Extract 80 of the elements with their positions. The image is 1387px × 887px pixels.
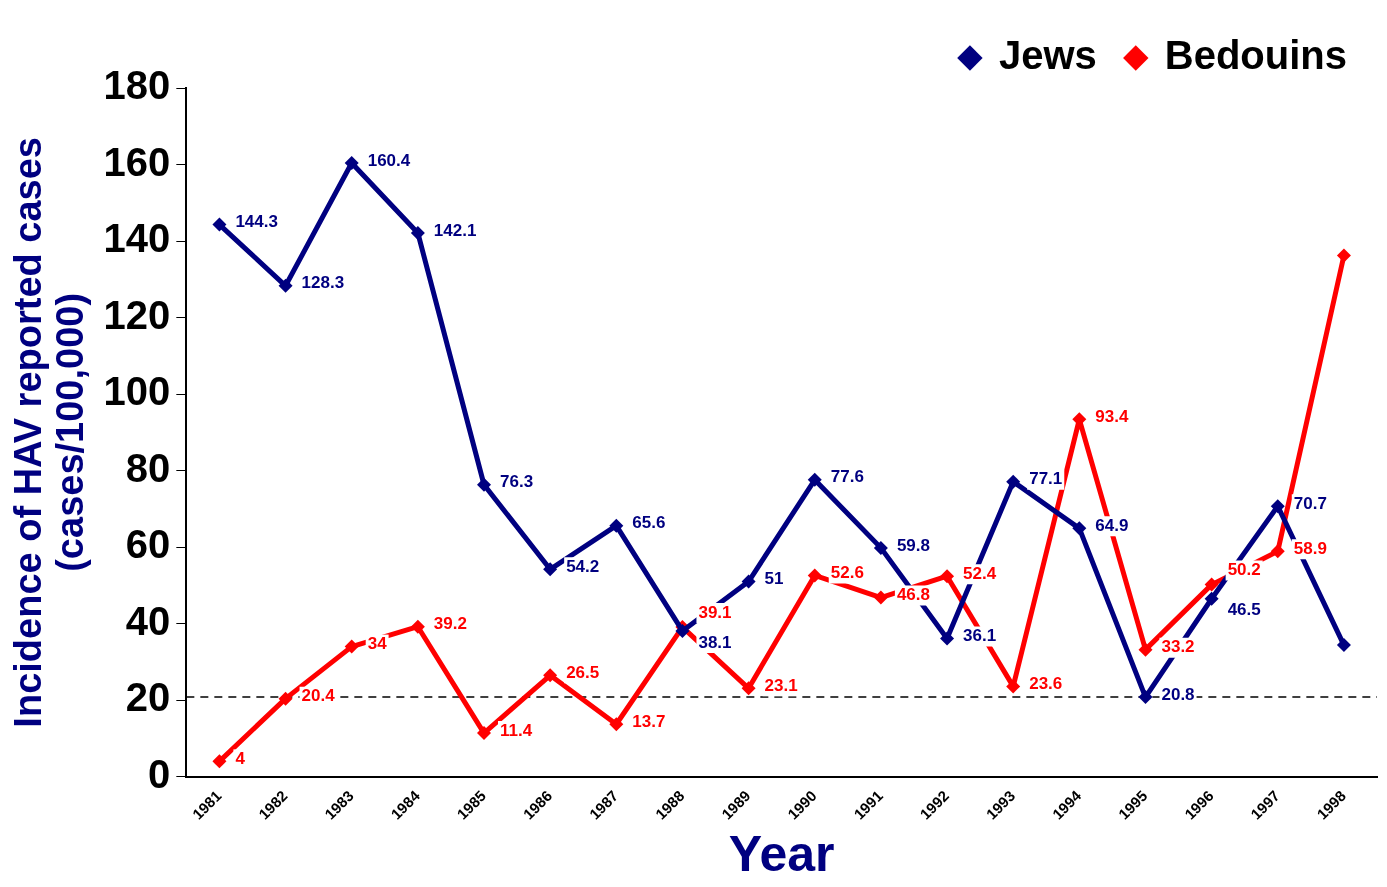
- data-label: 52.4: [963, 563, 997, 583]
- point: [741, 574, 756, 589]
- point: [543, 668, 558, 683]
- data-label: 39.2: [433, 614, 467, 634]
- point: [873, 590, 888, 605]
- point: [807, 472, 822, 487]
- point: [1336, 248, 1351, 263]
- legend-label: Bedouins: [1164, 33, 1348, 78]
- data-label: 54.2: [566, 557, 600, 576]
- data-label: 51: [764, 569, 784, 589]
- data-label: 160.4: [367, 150, 411, 170]
- data-label: 76.3: [500, 472, 534, 492]
- point: [278, 278, 293, 293]
- data-label: 65.6: [632, 513, 666, 533]
- point: [609, 717, 624, 732]
- point: [1270, 499, 1285, 514]
- y-axis-title: Incidence of HAV reported cases (cases/100,000): [7, 137, 92, 728]
- legend-label: Jews: [998, 33, 1097, 78]
- point: [212, 217, 227, 232]
- data-label: 38.1: [698, 632, 732, 652]
- data-label: 77.6: [830, 467, 864, 487]
- point: [873, 540, 888, 555]
- y-tick-label: 140: [103, 216, 171, 261]
- x-axis-title: Year: [728, 825, 835, 882]
- point: [940, 569, 955, 584]
- point: [477, 726, 491, 741]
- point: [344, 639, 359, 654]
- data-label: 20.8: [1161, 684, 1195, 704]
- point: [410, 619, 425, 634]
- point: [543, 562, 558, 577]
- point: [1336, 638, 1351, 653]
- data-label: 59.8: [896, 535, 930, 555]
- point: [1138, 690, 1153, 705]
- point: [1270, 544, 1285, 559]
- data-label: 52.6: [830, 563, 864, 583]
- data-label: 36.1: [963, 626, 997, 646]
- y-tick-label: 180: [103, 63, 171, 108]
- point: [940, 631, 955, 646]
- data-label: 26.5: [566, 662, 600, 682]
- y-tick-label: 0: [148, 751, 171, 796]
- point: [1072, 521, 1087, 536]
- y-tick-label: 100: [103, 369, 171, 414]
- y-tick-label: 20: [125, 675, 171, 720]
- data-label: 23.1: [764, 675, 798, 695]
- y-tick-label: 60: [125, 522, 171, 567]
- data-label: 64.9: [1095, 516, 1129, 536]
- data-label: 20.4: [301, 686, 336, 706]
- data-label: 46.5: [1227, 600, 1261, 620]
- point: [1204, 577, 1219, 592]
- point: [278, 691, 293, 706]
- data-label: 58.9: [1293, 539, 1327, 559]
- point: [609, 518, 624, 533]
- point: [1138, 642, 1153, 657]
- point: [741, 681, 756, 696]
- point: [212, 754, 227, 769]
- data-label: 144.3: [235, 212, 278, 232]
- data-label: 23.6: [1029, 674, 1063, 694]
- data-label: 50.2: [1227, 560, 1261, 580]
- y-tick-label: 160: [103, 139, 171, 184]
- point: [344, 155, 359, 170]
- data-label: 77.1: [1029, 469, 1063, 489]
- point: [410, 226, 425, 241]
- point: [1006, 474, 1021, 489]
- data-label: 34: [367, 634, 388, 654]
- data-label: 33.2: [1161, 637, 1195, 657]
- point: [477, 477, 491, 492]
- data-label: 142.1: [433, 220, 477, 240]
- data-label: 70.7: [1293, 493, 1327, 513]
- point: [1204, 591, 1219, 606]
- data-label: 11.4: [500, 720, 533, 740]
- data-label: 39.1: [698, 602, 732, 622]
- data-label: 4: [235, 749, 246, 769]
- data-label: 46.8: [896, 585, 930, 605]
- point: [807, 568, 822, 583]
- data-label: 13.7: [632, 711, 666, 731]
- y-tick-label: 40: [125, 598, 171, 643]
- data-label: 93.4: [1095, 407, 1129, 427]
- data-label: 128.3: [301, 273, 345, 293]
- y-tick-label: 80: [125, 445, 171, 490]
- y-tick-label: 120: [103, 292, 171, 337]
